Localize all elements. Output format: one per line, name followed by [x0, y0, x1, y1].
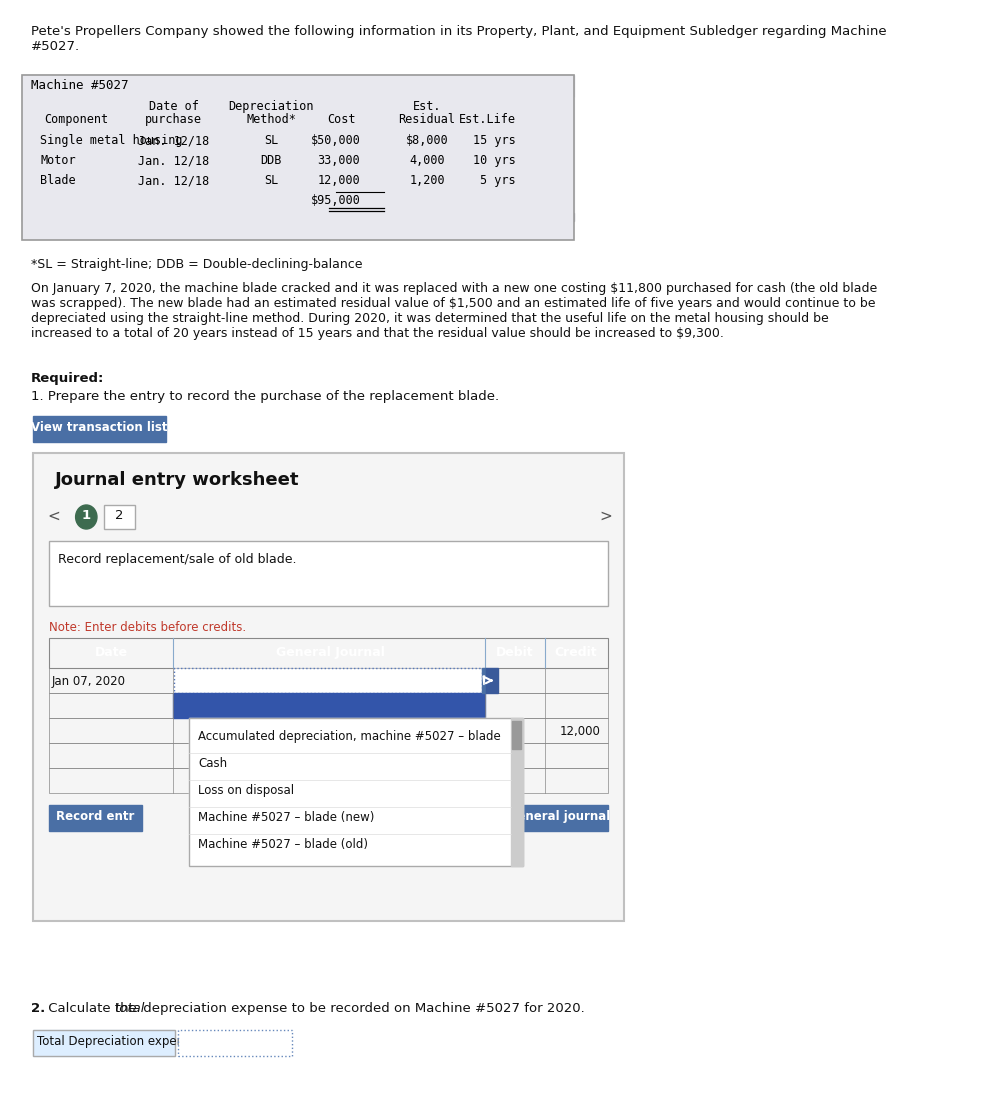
Bar: [177, 1030, 292, 1056]
Text: $95,000: $95,000: [310, 194, 360, 207]
Bar: [173, 693, 485, 718]
Text: View transaction list: View transaction list: [31, 421, 167, 434]
Text: On January 7, 2020, the machine blade cracked and it was replaced with a new one: On January 7, 2020, the machine blade cr…: [31, 282, 877, 340]
Bar: [22, 75, 574, 240]
Bar: [49, 638, 608, 668]
Bar: [49, 668, 608, 693]
Text: Required:: Required:: [31, 372, 105, 385]
Text: >: >: [599, 509, 612, 523]
Bar: [22, 75, 574, 96]
Text: 10 yrs: 10 yrs: [474, 154, 516, 167]
Bar: [49, 769, 608, 793]
Text: Machine #5027 – blade (new): Machine #5027 – blade (new): [198, 811, 375, 824]
Bar: [189, 718, 523, 866]
Bar: [49, 638, 608, 668]
Text: total: total: [114, 1003, 145, 1015]
Text: Pete's Propellers Company showed the following information in its Property, Plan: Pete's Propellers Company showed the fol…: [31, 26, 886, 53]
Text: Calculate the: Calculate the: [45, 1003, 142, 1015]
Text: 5 yrs: 5 yrs: [481, 174, 516, 187]
Bar: [49, 693, 608, 718]
Text: Blade: Blade: [40, 174, 76, 187]
Bar: [174, 668, 483, 693]
Bar: [49, 718, 608, 743]
Text: Cost: Cost: [327, 113, 356, 126]
Bar: [483, 668, 486, 693]
Text: Note: Enter debits before credits.: Note: Enter debits before credits.: [49, 621, 246, 634]
Text: 33,000: 33,000: [317, 154, 360, 167]
Bar: [33, 1030, 175, 1056]
Text: Est.: Est.: [413, 100, 442, 113]
Text: Journal entry worksheet: Journal entry worksheet: [55, 471, 300, 489]
Bar: [33, 416, 166, 442]
Text: Loss on disposal: Loss on disposal: [198, 784, 294, 797]
Text: purchase: purchase: [145, 113, 202, 126]
Bar: [477, 805, 608, 831]
Bar: [189, 718, 523, 866]
Bar: [104, 505, 136, 529]
Text: 2: 2: [115, 509, 124, 522]
Text: Motor: Motor: [40, 154, 76, 167]
Bar: [22, 171, 574, 191]
Bar: [49, 769, 608, 793]
Text: Total Depreciation expense: Total Depreciation expense: [37, 1035, 197, 1048]
Bar: [510, 718, 523, 866]
Text: ew general journal: ew general journal: [486, 810, 610, 823]
Text: Record entr: Record entr: [56, 810, 135, 823]
Bar: [22, 191, 574, 213]
Text: Accumulated depreciation, machine #5027 – blade: Accumulated depreciation, machine #5027 …: [198, 730, 501, 743]
Text: SL: SL: [264, 174, 278, 187]
Text: 4,000: 4,000: [409, 154, 445, 167]
Text: Date: Date: [95, 647, 128, 659]
Text: Machine #5027: Machine #5027: [31, 79, 129, 92]
Bar: [486, 668, 498, 693]
Text: Date of: Date of: [149, 100, 198, 113]
Bar: [22, 151, 574, 171]
Text: $50,000: $50,000: [310, 134, 360, 147]
Text: Cash: Cash: [198, 757, 227, 770]
Text: Credit: Credit: [554, 647, 597, 659]
Text: Record replacement/sale of old blade.: Record replacement/sale of old blade.: [58, 553, 296, 566]
Text: Method*: Method*: [246, 113, 296, 126]
Text: 1. Prepare the entry to record the purchase of the replacement blade.: 1. Prepare the entry to record the purch…: [31, 390, 499, 403]
Text: <: <: [47, 509, 60, 523]
Bar: [22, 96, 574, 131]
Bar: [49, 693, 608, 718]
Text: SL: SL: [264, 134, 278, 147]
Bar: [49, 718, 608, 743]
Bar: [33, 452, 624, 920]
Bar: [49, 805, 143, 831]
Text: Jan. 12/18: Jan. 12/18: [138, 174, 209, 187]
Text: 12,000: 12,000: [317, 174, 360, 187]
Text: Jan. 12/18: Jan. 12/18: [138, 154, 209, 167]
Text: DDB: DDB: [260, 154, 282, 167]
Text: 1,200: 1,200: [409, 174, 445, 187]
Text: Est.Life: Est.Life: [459, 113, 516, 126]
Bar: [22, 131, 574, 151]
Text: General Journal: General Journal: [276, 647, 386, 659]
Bar: [49, 743, 608, 769]
Text: 15 yrs: 15 yrs: [474, 134, 516, 147]
Text: $8,000: $8,000: [406, 134, 449, 147]
Text: Single metal housing: Single metal housing: [40, 134, 182, 147]
Text: depreciation expense to be recorded on Machine #5027 for 2020.: depreciation expense to be recorded on M…: [139, 1003, 584, 1015]
Polygon shape: [484, 676, 485, 685]
Text: 2.: 2.: [31, 1003, 46, 1015]
Bar: [33, 1030, 175, 1056]
Bar: [22, 213, 574, 221]
Text: Machine #5027 – blade (old): Machine #5027 – blade (old): [198, 838, 368, 851]
Text: 12,000: 12,000: [559, 725, 600, 737]
Bar: [49, 668, 608, 693]
Circle shape: [76, 505, 97, 529]
Text: Debit: Debit: [497, 647, 533, 659]
Text: *SL = Straight-line; DDB = Double-declining-balance: *SL = Straight-line; DDB = Double-declin…: [31, 258, 363, 271]
Text: Jan. 12/18: Jan. 12/18: [138, 134, 209, 147]
Text: Depreciation: Depreciation: [228, 100, 314, 113]
Text: Component: Component: [45, 113, 109, 126]
Bar: [49, 541, 608, 606]
Bar: [49, 743, 608, 769]
Bar: [512, 721, 521, 749]
Text: Jan 07, 2020: Jan 07, 2020: [52, 675, 126, 688]
Text: 1: 1: [82, 509, 91, 522]
Text: Residual: Residual: [399, 113, 456, 126]
